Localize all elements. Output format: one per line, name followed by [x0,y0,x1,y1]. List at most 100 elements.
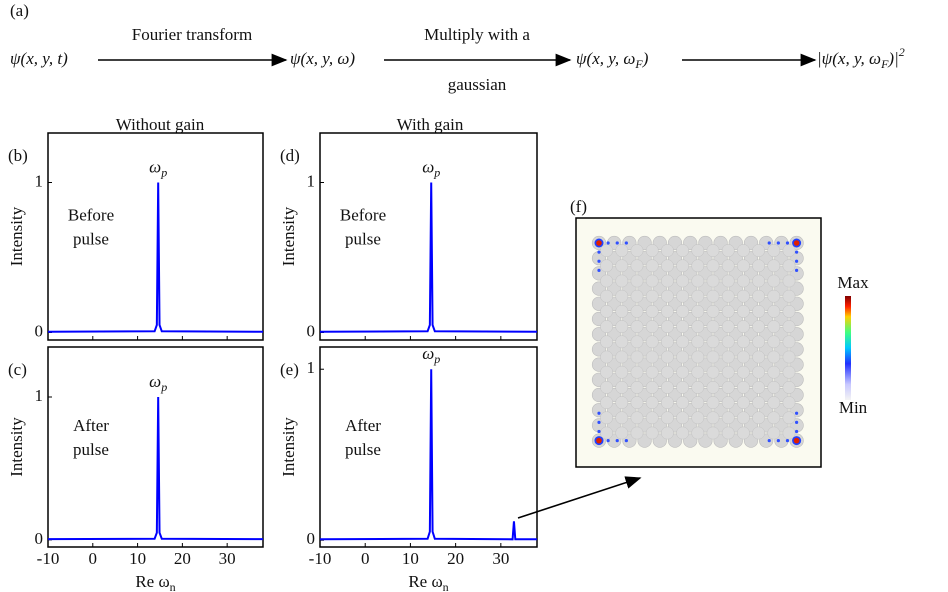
lattice-site [691,365,705,379]
lattice-site [736,426,750,440]
corner-mode [596,437,602,444]
lattice-site [660,274,674,288]
arrow [517,476,642,519]
edge-mode [597,259,601,263]
lattice-site [721,289,735,303]
flow-node-part: ) [642,49,649,68]
lattice-site [660,259,674,273]
lattice-site [736,335,750,349]
lattice-site [600,274,614,288]
lattice-site [676,289,690,303]
x-axis-label-part: Re ω [135,572,169,591]
annotation: pulse [345,229,381,248]
y-axis-label: Intensity [279,417,298,477]
edge-mode [785,439,790,443]
lattice-site [676,426,690,440]
plot-frame [319,132,538,341]
peak-label-part: p [160,380,167,394]
lattice-site [752,426,766,440]
lattice-site [736,274,750,288]
edge-mode [615,439,619,443]
lattice-site [615,289,629,303]
flow-node-part: |ψ(x, y, ω [817,49,881,68]
lattice-site [660,365,674,379]
lattice-site [645,289,659,303]
lattice-site [752,380,766,394]
lattice-site [736,411,750,425]
lattice-site [676,335,690,349]
lattice-site [615,244,629,258]
lattice-site [767,259,781,273]
lattice-site [767,320,781,334]
lattice-site [660,380,674,394]
lattice-site [721,335,735,349]
plot-frame [47,346,264,548]
lattice-site [691,244,705,258]
lattice-site [630,304,644,318]
lattice-site [752,259,766,273]
lattice-site [706,274,720,288]
x-tick-label: 10 [402,549,419,568]
y-axis-label: Intensity [7,206,26,266]
lattice-site [615,304,629,318]
panel-label: (c) [8,360,27,379]
y-tick-label: 1 [307,171,316,190]
lattice-site [782,426,796,440]
flow-node: ψ(x, y, t) [10,49,68,68]
lattice-site [736,244,750,258]
lattice-site [630,289,644,303]
lattice-site [752,289,766,303]
flow-node-part: F [634,57,643,71]
lattice-site [767,380,781,394]
lattice-site [767,304,781,318]
x-tick-label: -10 [309,549,332,568]
lattice-site [691,411,705,425]
lattice-site [660,335,674,349]
lattice-site [630,380,644,394]
lattice-site [645,259,659,273]
lattice-site [630,320,644,334]
spectrum-line [47,182,264,333]
lattice-site [706,350,720,364]
y-tick-label: 1 [35,386,44,405]
peak-label-part: p [433,352,440,366]
lattice-site [600,244,614,258]
lattice-site [676,365,690,379]
lattice-site [767,274,781,288]
lattice-site [706,320,720,334]
edge-mode [795,268,799,272]
annotation: After [73,416,109,435]
lattice-site [782,335,796,349]
lattice-site [600,426,614,440]
edge-mode [597,420,601,424]
annotation: pulse [345,440,381,459]
edge-mode [624,439,628,443]
lattice-site [706,289,720,303]
edge-mode [785,241,790,245]
peak-label: ωp [422,344,440,366]
lattice-site [782,380,796,394]
lattice-site [645,411,659,425]
edge-mode [606,439,610,443]
panel-label: (d) [280,146,300,165]
lattice-site [691,396,705,410]
peak-label: ωp [149,372,167,394]
lattice-site [782,350,796,364]
colorbar-label: Max [837,273,869,292]
lattice-site [676,411,690,425]
panel-label: (a) [10,1,29,20]
y-axis-label: Intensity [7,417,26,477]
arrow-label: Fourier transform [132,25,252,44]
lattice-site [660,350,674,364]
lattice-site [752,304,766,318]
lattice-site [615,350,629,364]
lattice-site [645,396,659,410]
x-tick-label: 30 [492,549,509,568]
lattice-site [660,426,674,440]
flow-node-part: 2 [899,45,905,59]
x-tick-label: 20 [174,549,191,568]
lattice-site [676,350,690,364]
y-tick-label: 0 [307,529,316,548]
corner-mode [596,240,602,246]
